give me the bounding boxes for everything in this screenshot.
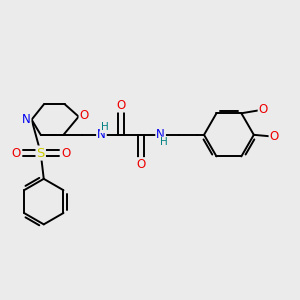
Text: S: S	[37, 146, 45, 160]
Text: O: O	[116, 99, 126, 112]
Text: H: H	[100, 122, 108, 132]
Text: O: O	[11, 146, 20, 160]
Text: O: O	[269, 130, 279, 143]
Text: O: O	[80, 109, 89, 122]
Text: N: N	[22, 113, 31, 126]
Text: N: N	[97, 128, 106, 141]
Text: H: H	[160, 137, 167, 147]
Text: N: N	[156, 128, 165, 141]
Text: O: O	[259, 103, 268, 116]
Text: O: O	[61, 146, 70, 160]
Text: O: O	[136, 158, 146, 171]
